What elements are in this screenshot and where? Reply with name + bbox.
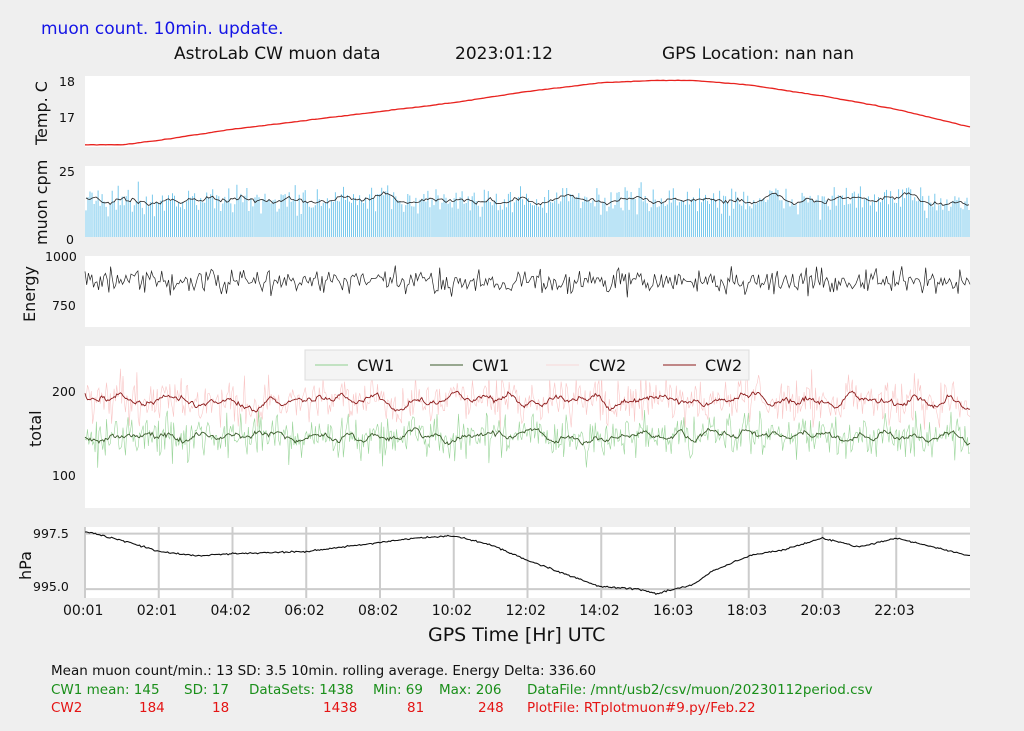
total-tick-200: 200 [52, 384, 76, 399]
cw2-label: CW2 [51, 700, 83, 716]
cw1-average-line [84, 427, 971, 446]
pressure-tick-997-5: 997.5 [33, 526, 69, 541]
x-tick-label: 20:03 [800, 603, 841, 619]
x-tick-label: 06:02 [284, 603, 325, 619]
energy-tick-1000: 1000 [45, 249, 77, 264]
cw1-raw-line [84, 409, 971, 468]
legend-label-cw2-raw: CW2 [589, 356, 626, 375]
pressure-tick-995-0: 995.0 [33, 579, 69, 594]
cw2-raw-line [85, 368, 971, 431]
data-file-path: DataFile: /mnt/usb2/csv/muon/20230112per… [527, 682, 873, 698]
temp-tick-18: 18 [59, 74, 75, 89]
total-ylabel: total [26, 410, 45, 447]
x-tick-label: 08:02 [358, 603, 399, 619]
cw1-max: Max: 206 [439, 682, 502, 698]
cw1-sd: SD: 17 [184, 682, 229, 698]
muon-ylabel: muon cpm [32, 159, 51, 245]
pressure-line [84, 531, 970, 595]
temp-line [84, 79, 971, 146]
gps-location-label: GPS Location: nan nan [662, 44, 854, 64]
legend: CW1 CW1 CW2 CW2 [304, 349, 750, 381]
x-tick-label: 02:01 [136, 603, 178, 619]
stats-summary-line: Mean muon count/min.: 13 SD: 3.5 10min. … [51, 663, 597, 679]
x-tick-label: 14:02 [579, 603, 620, 619]
cw2-mean: 184 [139, 700, 165, 716]
energy-plot-area [85, 256, 970, 327]
energy-line [84, 265, 971, 298]
legend-label-cw2-avg: CW2 [705, 356, 742, 375]
cw2-datasets: 1438 [323, 700, 358, 716]
x-tick-label: 16:03 [653, 603, 694, 619]
cw2-average-line [84, 390, 970, 413]
cw2-sd: 18 [212, 700, 230, 716]
chart-title: AstroLab CW muon data [174, 44, 381, 64]
x-tick-label: 04:02 [210, 603, 251, 619]
x-tick-label: 00:01 [63, 603, 104, 619]
cw1-mean-label: CW1 mean: 145 [51, 682, 160, 698]
pressure-ylabel: hPa [16, 551, 35, 580]
legend-label-cw1-avg: CW1 [472, 356, 509, 375]
muon-tick-0: 0 [66, 232, 74, 247]
plot-file-label: PlotFile: RTplotmuon#9.py/Feb.22 [527, 700, 756, 716]
x-axis-label: GPS Time [Hr] UTC [428, 624, 606, 646]
cw1-datasets: DataSets: 1438 [249, 682, 354, 698]
cw1-min: Min: 69 [373, 682, 423, 698]
x-tick-label: 10:02 [431, 603, 473, 619]
energy-tick-750: 750 [52, 298, 76, 313]
temp-plot-area [85, 76, 970, 147]
chart-subtitle: muon count. 10min. update. [41, 19, 284, 39]
cw2-max: 248 [478, 700, 504, 716]
date-label: 2023:01:12 [455, 44, 553, 64]
temp-tick-17: 17 [59, 110, 75, 125]
x-tick-label: 22:03 [874, 603, 915, 619]
muon-bars [85, 181, 970, 237]
legend-label-cw1-raw: CW1 [357, 356, 394, 375]
muon-plot-area [85, 166, 970, 237]
muon-average-line [85, 191, 970, 206]
total-tick-100: 100 [52, 468, 76, 483]
x-tick-label: 12:02 [505, 603, 546, 619]
energy-ylabel: Energy [20, 265, 39, 322]
temp-ylabel: Temp. C [32, 81, 51, 145]
x-tick-label: 18:03 [726, 603, 768, 619]
muon-tick-25: 25 [59, 164, 75, 179]
cw2-min: 81 [407, 700, 425, 716]
